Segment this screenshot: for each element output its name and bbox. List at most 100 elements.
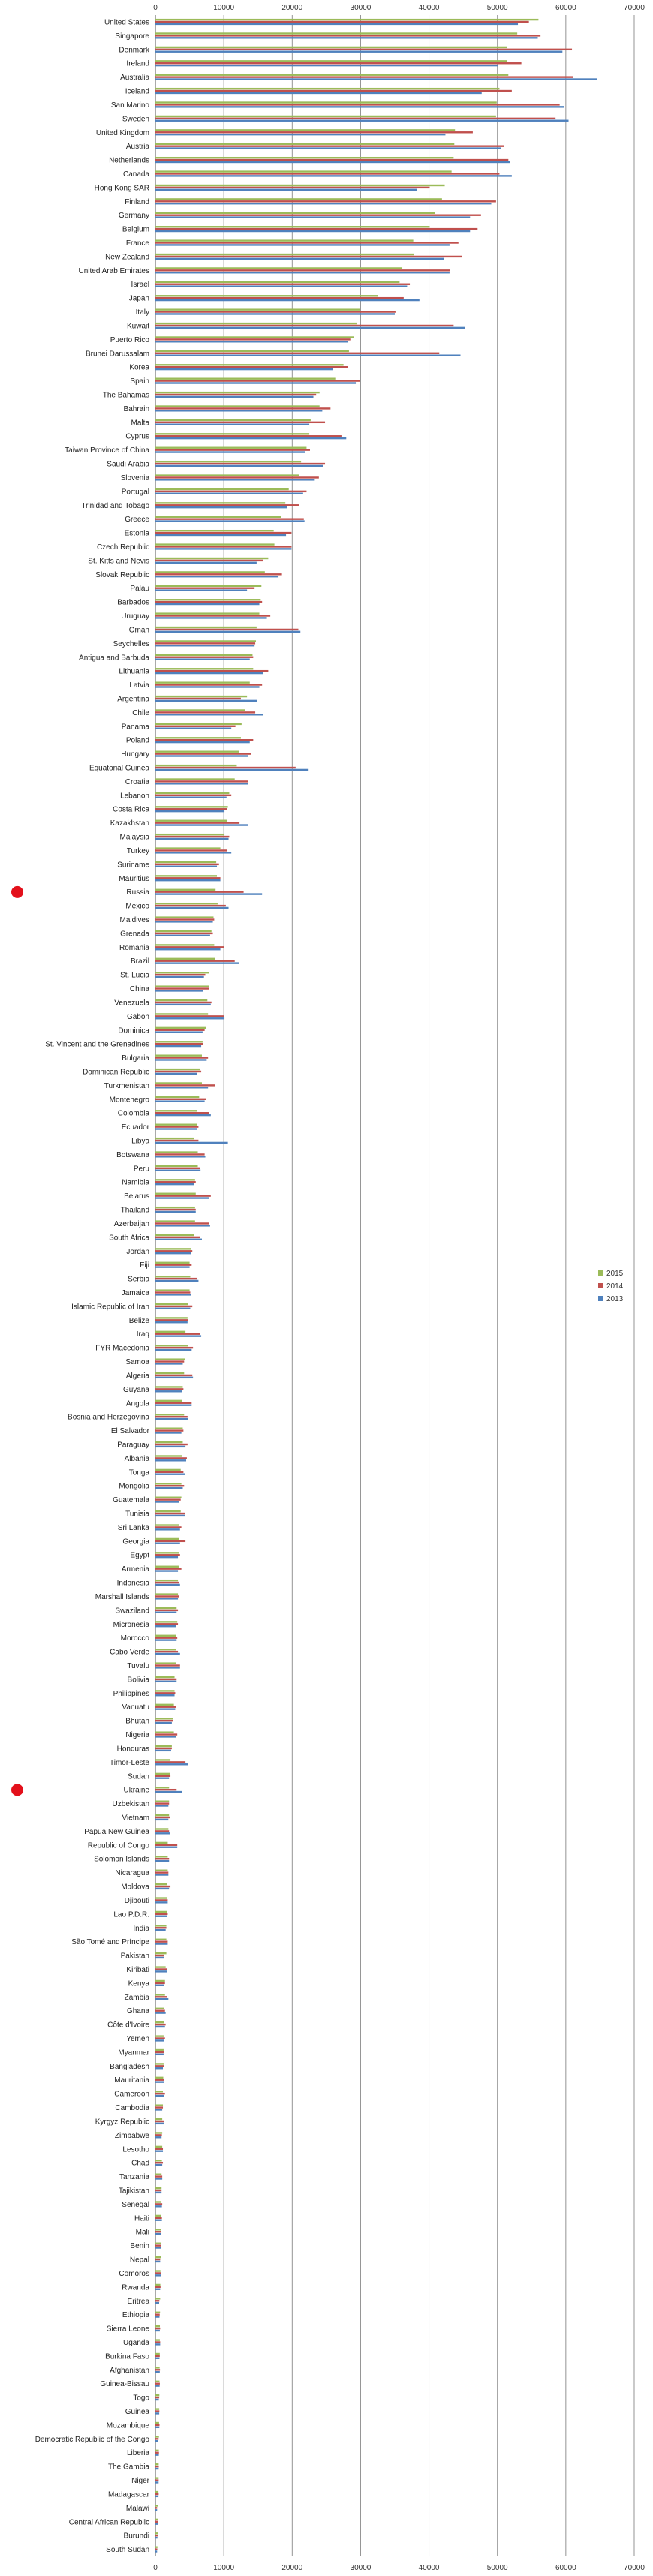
bar-2015	[155, 1137, 194, 1140]
bar-2014	[155, 960, 235, 962]
bar-2015	[155, 1634, 176, 1637]
bar-2015	[155, 861, 217, 864]
bar-2014	[155, 2355, 160, 2358]
bar-2014	[155, 1830, 170, 1832]
bar-2015	[155, 972, 210, 974]
category-label: Ireland	[126, 60, 149, 68]
bar-2013	[155, 1887, 170, 1890]
category-label: Georgia	[122, 1537, 149, 1546]
bar-2014	[155, 1388, 184, 1390]
bar-2014	[155, 2203, 163, 2205]
bar-2015	[155, 1123, 197, 1126]
bar-2014	[155, 697, 241, 700]
bar-2015	[155, 1414, 185, 1416]
category-label: Maldives	[120, 916, 149, 924]
bar-2013	[155, 92, 482, 95]
bar-2014	[155, 1057, 209, 1059]
bar-2015	[155, 419, 311, 422]
bar-2014	[155, 2161, 164, 2164]
bar-2014	[155, 2493, 159, 2496]
bar-2014	[155, 1374, 193, 1377]
category-label: Burundi	[124, 2532, 149, 2541]
category-label: Democratic Republic of the Congo	[35, 2436, 150, 2444]
bar-2014	[155, 946, 224, 948]
bar-2014	[155, 1277, 197, 1280]
category-label: Senegal	[122, 2201, 149, 2209]
bars	[155, 18, 597, 2553]
category-label: Korea	[129, 364, 149, 372]
category-label: Italy	[136, 308, 149, 317]
bar-2014	[155, 1402, 192, 1404]
category-label: Colombia	[118, 1110, 150, 1118]
bar-2013	[155, 1611, 177, 1613]
legend-label-2013: 2013	[606, 1295, 624, 1303]
bar-2013	[155, 354, 461, 356]
bar-2013	[155, 962, 239, 964]
bar-2015	[155, 2298, 161, 2300]
bar-2015	[155, 2477, 159, 2479]
bar-2015	[155, 18, 539, 21]
bar-2014	[155, 89, 512, 92]
bar-2015	[155, 709, 245, 711]
bar-2015	[155, 143, 455, 145]
bar-2013	[155, 672, 263, 675]
bar-2013	[155, 2385, 160, 2387]
category-label: Uganda	[123, 2339, 149, 2347]
bar-2015	[155, 1330, 186, 1333]
bar-2015	[155, 1483, 182, 1485]
bar-2013	[155, 1790, 182, 1793]
bar-2013	[155, 906, 229, 909]
category-label: Fiji	[140, 1261, 149, 1270]
bar-2013	[155, 1501, 179, 1503]
bar-2013	[155, 603, 260, 606]
bar-2015	[155, 1869, 168, 1871]
bar-2014	[155, 380, 360, 382]
category-label: Estonia	[125, 530, 150, 538]
bar-2013	[155, 1031, 203, 1033]
bar-2013	[155, 464, 323, 467]
bar-2013	[155, 1943, 168, 1945]
bar-2014	[155, 1029, 205, 1031]
bar-2015	[155, 2187, 162, 2190]
bar-2014	[155, 421, 326, 424]
bar-2013	[155, 755, 248, 757]
bar-2013	[155, 1901, 168, 1904]
bar-2014	[155, 2396, 160, 2399]
bar-2014	[155, 684, 263, 686]
bar-2014	[155, 849, 227, 852]
bar-2013	[155, 368, 333, 371]
bar-2015	[155, 2505, 158, 2507]
bar-2015	[155, 281, 400, 284]
bar-2014	[155, 2534, 158, 2537]
category-label: Zambia	[125, 1994, 150, 2002]
bar-2013	[155, 1708, 176, 1710]
bar-2013	[155, 1183, 194, 1186]
bar-2013	[155, 2067, 164, 2070]
bar-2015	[155, 446, 307, 449]
bar-2015	[155, 364, 344, 366]
bar-2013	[155, 1128, 197, 1130]
bar-2013	[155, 188, 417, 191]
bar-2015	[155, 1841, 168, 1844]
bar-2014	[155, 227, 478, 230]
bar-2014	[155, 2382, 160, 2385]
bar-2013	[155, 2109, 163, 2111]
bar-2014	[155, 35, 541, 37]
bar-2014	[155, 2189, 162, 2192]
bar-2013	[155, 1928, 166, 1931]
bar-2014	[155, 1885, 171, 1888]
bar-2014	[155, 449, 310, 451]
category-label: New Zealand	[105, 253, 149, 261]
bar-2013	[155, 686, 260, 688]
category-label: Australia	[120, 74, 149, 82]
bar-2013	[155, 2274, 161, 2277]
bar-2015	[155, 571, 265, 573]
bottom-tick-label: 30000	[351, 2564, 372, 2572]
bar-2015	[155, 322, 357, 325]
bottom-tick-label: 20000	[281, 2564, 302, 2572]
bar-2013	[155, 2481, 159, 2484]
bar-2013	[155, 382, 357, 384]
bar-2014	[155, 1112, 210, 1114]
top-tick-label: 10000	[213, 4, 234, 12]
bar-2015	[155, 1427, 183, 1429]
